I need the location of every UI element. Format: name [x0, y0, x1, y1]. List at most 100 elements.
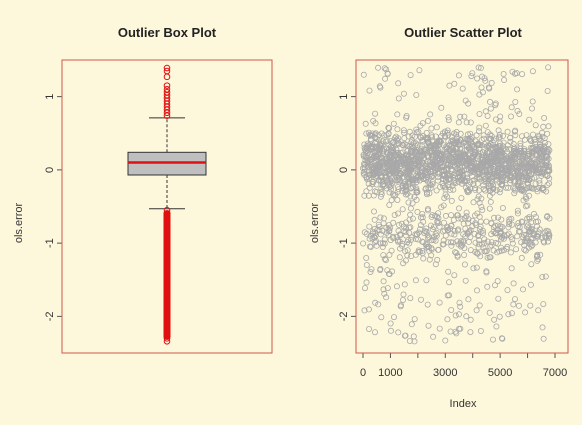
scatter-point — [517, 167, 524, 174]
scatter-point — [448, 306, 455, 313]
scatter-point — [453, 139, 460, 146]
scatter-point — [494, 240, 501, 247]
scatter-point — [438, 204, 445, 211]
scatter-point — [517, 228, 524, 235]
scatter-plot-x-axis: 0 1000 3000 5000 7000 — [360, 353, 567, 379]
scatter-point — [540, 187, 547, 194]
scatter-point — [419, 214, 426, 221]
scatter-point — [410, 333, 417, 340]
scatter-point — [467, 329, 474, 336]
box-plot-frame — [61, 59, 273, 354]
scatter-point — [506, 159, 513, 166]
scatter-point — [441, 227, 448, 234]
scatter-point — [430, 163, 437, 170]
scatter-point — [386, 125, 393, 132]
scatter-point — [377, 214, 384, 221]
scatter-plot-ylabel: ols.error — [309, 202, 321, 243]
scatter-point — [543, 146, 550, 153]
scatter-point — [432, 212, 439, 219]
scatter-point — [509, 174, 516, 181]
scatter-point — [514, 86, 521, 93]
scatter-point — [455, 72, 462, 79]
scatter-point — [524, 180, 531, 187]
scatter-point — [440, 166, 447, 173]
scatter-point — [476, 226, 483, 233]
scatter-point — [545, 141, 552, 148]
scatter-point — [366, 158, 373, 165]
scatter-point — [475, 244, 482, 251]
scatter-point — [545, 123, 552, 130]
scatter-point — [504, 148, 511, 155]
scatter-point — [546, 175, 553, 182]
scatter-point — [445, 175, 452, 182]
scatter-point — [425, 322, 432, 329]
scatter-point — [463, 119, 470, 126]
outlier-point — [163, 287, 171, 295]
scatter-point — [493, 173, 500, 180]
scatter-point — [399, 296, 406, 303]
scatter-point — [492, 144, 499, 151]
scatter-point — [482, 77, 489, 84]
scatter-point — [394, 196, 401, 203]
scatter-point — [403, 151, 410, 158]
scatter-point — [447, 328, 454, 335]
scatter-point — [481, 75, 488, 82]
scatter-point — [484, 113, 491, 120]
scatter-point — [419, 238, 426, 245]
scatter-point — [401, 140, 408, 147]
scatter-point — [545, 64, 552, 71]
scatter-point — [376, 83, 383, 90]
scatter-point — [458, 215, 465, 222]
scatter-point — [450, 157, 457, 164]
scatter-point — [433, 145, 440, 152]
scatter-point — [366, 87, 373, 94]
scatter-point — [409, 200, 416, 207]
scatter-point — [543, 153, 550, 160]
scatter-point — [528, 243, 535, 250]
scatter-point — [534, 188, 541, 195]
scatter-point — [465, 238, 472, 245]
scatter-point — [427, 222, 434, 229]
outlier-point — [163, 250, 171, 258]
scatter-point — [450, 217, 457, 224]
scatter-point — [457, 113, 464, 120]
scatter-point — [532, 239, 539, 246]
scatter-point — [424, 169, 431, 176]
scatter-point — [515, 219, 522, 226]
scatter-point — [382, 138, 389, 145]
scatter-point — [387, 224, 394, 231]
scatter-point — [450, 179, 457, 186]
scatter-point — [390, 168, 397, 175]
scatter-point — [416, 67, 423, 74]
scatter-point — [424, 117, 431, 124]
scatter-point — [467, 119, 474, 126]
scatter-point — [498, 216, 505, 223]
scatter-point — [415, 128, 422, 135]
scatter-point — [476, 124, 483, 131]
scatter-point — [486, 309, 493, 316]
scatter-point — [458, 195, 465, 202]
scatter-point — [379, 138, 386, 145]
scatter-y-tick-label: -1 — [338, 238, 350, 248]
scatter-point — [408, 184, 415, 191]
scatter-point — [415, 248, 422, 255]
scatter-point — [492, 230, 499, 237]
scatter-point — [442, 337, 449, 344]
scatter-point — [390, 148, 397, 155]
scatter-point — [407, 295, 414, 302]
scatter-point — [479, 241, 486, 248]
scatter-point — [451, 272, 458, 279]
outlier-point — [163, 214, 171, 221]
scatter-point — [487, 135, 494, 142]
scatter-point — [464, 189, 471, 196]
scatter-point — [365, 325, 372, 332]
scatter-point — [518, 218, 525, 225]
scatter-point — [400, 142, 407, 149]
scatter-point — [364, 140, 371, 147]
scatter-point — [492, 102, 499, 109]
scatter-point — [484, 254, 491, 261]
scatter-point — [445, 114, 452, 121]
scatter-point — [467, 316, 474, 323]
scatter-point — [526, 116, 533, 123]
scatter-point — [513, 70, 520, 77]
